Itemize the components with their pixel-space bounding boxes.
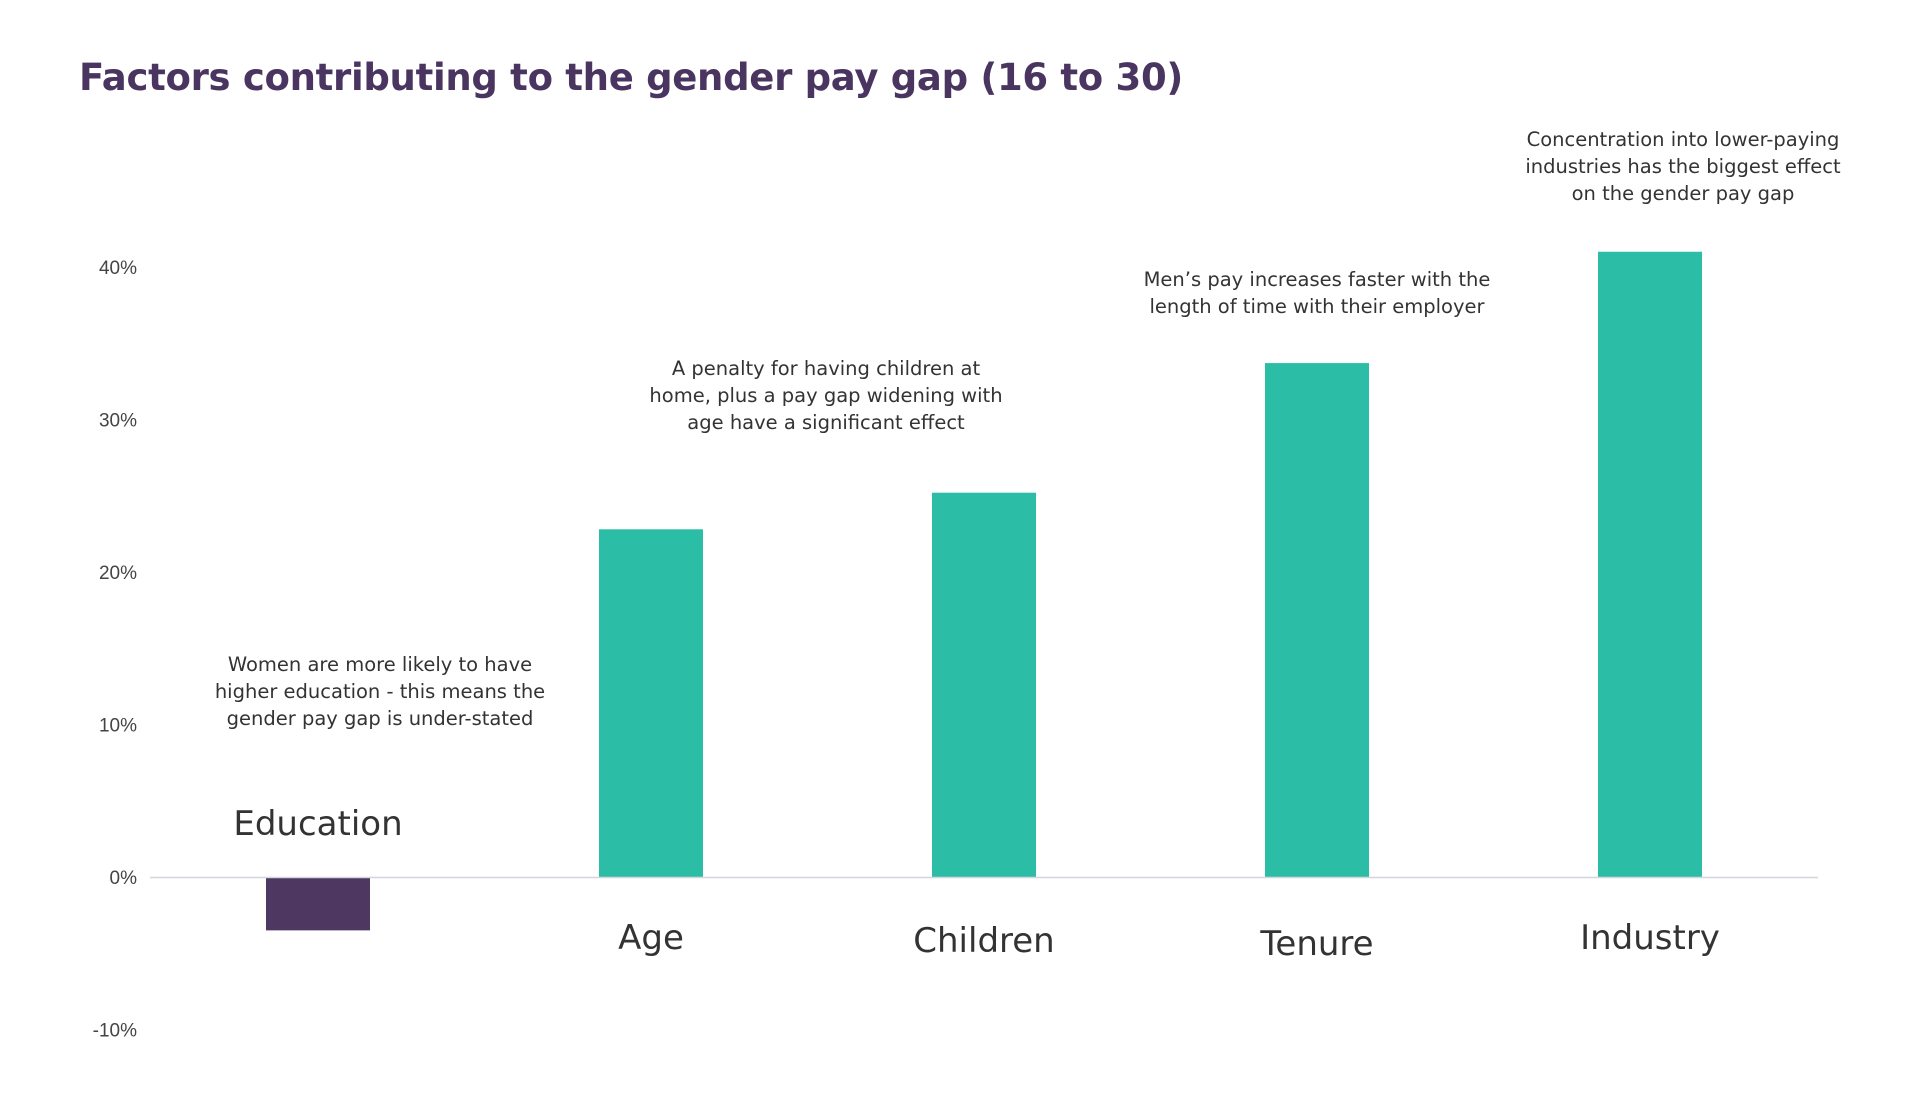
y-tick-label: 30% — [99, 411, 137, 432]
category-label-industry: Industry — [1580, 918, 1720, 958]
y-tick-label: -10% — [93, 1021, 137, 1042]
category-label-education: Education — [233, 804, 402, 844]
bar-tenure — [1265, 363, 1369, 877]
annotation-education: Women are more likely to have higher educ… — [215, 653, 545, 730]
chart-title: Factors contributing to the gender pay g… — [79, 56, 1184, 99]
y-axis-ticks: -10% 0% 10% 20% 30% 40% — [93, 258, 137, 1042]
annotation-age: A penalty for having children at home, pl… — [649, 357, 1002, 434]
category-label-age: Age — [618, 918, 684, 958]
bar-children — [932, 492, 1036, 877]
bar-industry — [1598, 251, 1702, 877]
annotations: Women are more likely to have higher educ… — [215, 128, 1841, 730]
category-label-tenure: Tenure — [1259, 924, 1373, 964]
y-tick-label: 0% — [110, 868, 138, 889]
category-labels: Education Age Children Tenure Industry — [233, 804, 1720, 964]
bar-education — [266, 877, 370, 931]
annotation-industry: Concentration into lower-paying industrie… — [1525, 128, 1841, 205]
y-tick-label: 40% — [99, 258, 137, 279]
bar-age — [599, 529, 703, 877]
bars — [266, 251, 1702, 931]
y-tick-label: 10% — [99, 716, 137, 737]
category-label-children: Children — [913, 921, 1054, 961]
annotation-tenure: Men’s pay increases faster with the lengt… — [1144, 268, 1491, 318]
y-tick-label: 20% — [99, 563, 137, 584]
